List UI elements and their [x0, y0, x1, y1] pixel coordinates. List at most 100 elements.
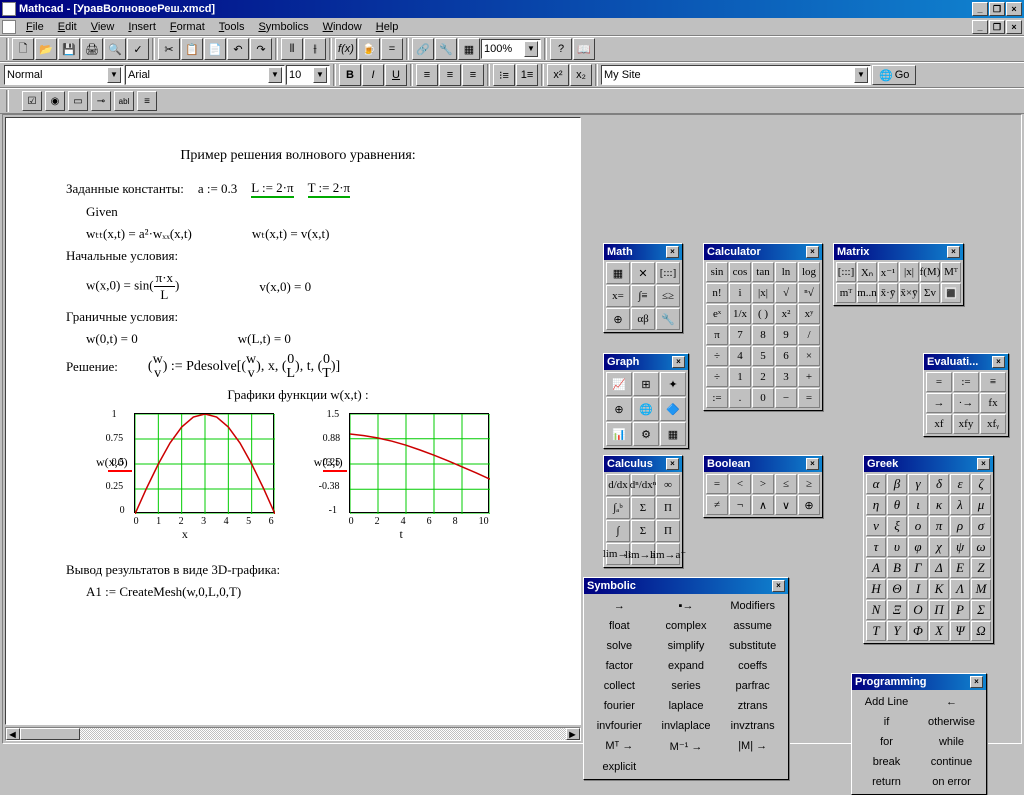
math-cell[interactable]: ✕ [631, 262, 655, 284]
minimize-button[interactable]: _ [972, 2, 988, 16]
calculator-cell[interactable]: π [706, 325, 728, 345]
new-button[interactable]: 🗋 [12, 38, 34, 60]
undo-button[interactable]: ↶ [227, 38, 249, 60]
list-control[interactable]: ≡ [137, 91, 157, 111]
symbolic-cell[interactable] [653, 757, 720, 777]
programming-palette-title[interactable]: Programming× [852, 674, 986, 690]
bullets-button[interactable]: ⁝≡ [493, 64, 515, 86]
calculus-cell[interactable]: Σ [631, 497, 655, 519]
zoom-combo[interactable]: 100%▼ [481, 39, 541, 59]
symbolic-cell[interactable]: invztrans [719, 716, 786, 736]
greek-palette-title[interactable]: Greek× [864, 456, 993, 472]
close-icon[interactable]: × [806, 458, 819, 470]
greek-cell[interactable]: Ι [908, 579, 928, 599]
calculator-cell[interactable]: 5 [752, 346, 774, 366]
calculator-cell[interactable]: 1/x [729, 304, 751, 324]
calculus-cell[interactable]: ∞ [656, 474, 680, 496]
close-icon[interactable]: × [806, 246, 819, 258]
symbolic-cell[interactable]: ztrans [719, 696, 786, 716]
math-cell[interactable]: ⊕ [606, 308, 630, 330]
calculator-cell[interactable]: ( ) [752, 304, 774, 324]
style-combo[interactable]: Normal▼ [4, 65, 124, 85]
boolean-palette-title[interactable]: Boolean× [704, 456, 822, 472]
cut-button[interactable]: ✂ [158, 38, 180, 60]
prog-cell[interactable]: otherwise [919, 712, 984, 732]
symbolic-cell[interactable]: ▪→ [653, 596, 720, 616]
symbolic-cell[interactable]: simplify [653, 636, 720, 656]
align-button[interactable]: ⫴ [281, 38, 303, 60]
greek-cell[interactable]: ι [908, 495, 928, 515]
matrix-cell[interactable]: Xₙ [857, 262, 877, 282]
symbolic-cell[interactable] [719, 757, 786, 777]
calculator-cell[interactable]: sin [706, 262, 728, 282]
graph-cell[interactable]: 🔷 [660, 397, 686, 421]
prog-cell[interactable]: return [854, 772, 919, 792]
open-button[interactable]: 📂 [35, 38, 57, 60]
fx-button[interactable]: f(x) [335, 38, 357, 60]
prog-cell[interactable]: Add Line [854, 692, 919, 712]
graph-cell[interactable]: ⊕ [606, 397, 632, 421]
matrix-cell[interactable]: f(M) [920, 262, 940, 282]
eval-button[interactable]: = [381, 38, 403, 60]
graph-palette-title[interactable]: Graph× [604, 354, 688, 370]
evaluation-cell[interactable]: = [926, 372, 952, 392]
greek-cell[interactable]: ν [866, 516, 886, 536]
matrix-cell[interactable]: m..n [857, 283, 877, 303]
prog-cell[interactable]: continue [919, 752, 984, 772]
evaluation-cell[interactable]: fx [980, 393, 1006, 413]
greek-cell[interactable]: Δ [929, 558, 949, 578]
calculator-cell[interactable]: / [798, 325, 820, 345]
matrix-cell[interactable]: x⁻¹ [878, 262, 898, 282]
matrix-cell[interactable]: mᵀ [836, 283, 856, 303]
h-scrollbar[interactable]: ◄ ► [5, 727, 581, 741]
prog-cell[interactable]: ← [919, 692, 984, 712]
save-button[interactable]: 💾 [58, 38, 80, 60]
greek-cell[interactable]: Κ [929, 579, 949, 599]
greek-cell[interactable]: Α [866, 558, 886, 578]
prog-cell[interactable]: break [854, 752, 919, 772]
numbers-button[interactable]: 1≡ [516, 64, 538, 86]
calculator-cell[interactable]: 9 [775, 325, 797, 345]
doc-restore-button[interactable]: ❐ [989, 20, 1005, 34]
calculator-cell[interactable]: − [775, 388, 797, 408]
calculator-cell[interactable]: . [729, 388, 751, 408]
size-combo[interactable]: 10▼ [286, 65, 330, 85]
calculator-cell[interactable]: ÷ [706, 367, 728, 387]
boolean-cell[interactable]: < [729, 474, 751, 494]
calculator-cell[interactable]: xʸ [798, 304, 820, 324]
maximize-button[interactable]: ❐ [989, 2, 1005, 16]
greek-cell[interactable]: Γ [908, 558, 928, 578]
menu-file[interactable]: File [19, 20, 51, 34]
greek-cell[interactable]: γ [908, 474, 928, 494]
greek-cell[interactable]: ζ [971, 474, 991, 494]
spell-button[interactable]: ✓ [127, 38, 149, 60]
math-cell[interactable]: [:::] [656, 262, 680, 284]
evaluation-cell[interactable]: xfᵧ [980, 414, 1006, 434]
component-button[interactable]: 🔗 [412, 38, 434, 60]
graph-cell[interactable]: 📊 [606, 422, 632, 446]
boolean-cell[interactable]: ≤ [775, 474, 797, 494]
align-center-button[interactable]: ≡ [439, 64, 461, 86]
symbolic-cell[interactable]: float [586, 616, 653, 636]
document[interactable]: + Пример решения волнового уравнения: За… [5, 117, 581, 725]
symbolic-cell[interactable]: explicit [586, 757, 653, 777]
symbolic-cell[interactable]: invfourier [586, 716, 653, 736]
menu-window[interactable]: Window [316, 20, 369, 34]
calculator-cell[interactable]: 6 [775, 346, 797, 366]
calculator-cell[interactable]: + [798, 367, 820, 387]
help-button[interactable]: ? [550, 38, 572, 60]
evaluation-cell[interactable]: → [926, 393, 952, 413]
print-button[interactable]: 🖨 [81, 38, 103, 60]
radio-control[interactable]: ◉ [45, 91, 65, 111]
symbolic-cell[interactable]: |M| → [719, 736, 786, 757]
prog-cell[interactable]: if [854, 712, 919, 732]
checkbox-control[interactable]: ☑ [22, 91, 42, 111]
redo-button[interactable]: ↷ [250, 38, 272, 60]
greek-cell[interactable]: Ψ [950, 621, 970, 641]
greek-cell[interactable]: β [887, 474, 907, 494]
calculator-cell[interactable]: 8 [752, 325, 774, 345]
greek-cell[interactable]: ο [908, 516, 928, 536]
calculator-cell[interactable]: eˣ [706, 304, 728, 324]
evaluation-cell[interactable]: := [953, 372, 979, 392]
calculator-cell[interactable]: 3 [775, 367, 797, 387]
